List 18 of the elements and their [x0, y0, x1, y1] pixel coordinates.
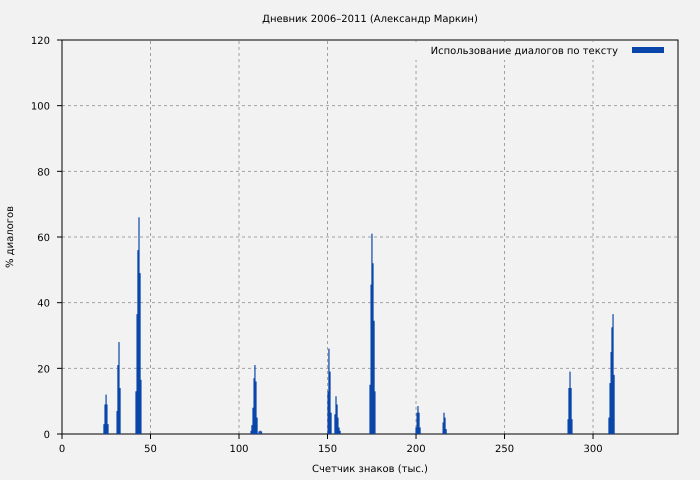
chart-title: Дневник 2006–2011 (Александр Маркин)	[262, 14, 478, 25]
x-tick-label: 200	[406, 444, 426, 455]
y-axis-title: % диалогов	[5, 206, 16, 268]
x-tick-label: 250	[494, 444, 514, 455]
y-tick-label: 60	[37, 233, 50, 244]
y-tick-label: 0	[44, 430, 50, 441]
x-tick-label: 300	[583, 444, 603, 455]
legend-label: Использование диалогов по тексту	[430, 46, 618, 57]
x-tick-label: 0	[58, 444, 66, 455]
y-tick-label: 40	[37, 298, 50, 310]
y-tick-label: 100	[30, 102, 50, 113]
x-tick-label: 100	[229, 444, 249, 455]
y-tick-label: 120	[30, 36, 50, 47]
y-tick-label: 20	[37, 364, 50, 376]
x-tick-label: 50	[144, 444, 157, 455]
x-axis-title: Счетчик знаков (тыс.)	[312, 464, 428, 475]
x-tick-label: 150	[318, 444, 338, 455]
y-tick-label: 80	[37, 167, 50, 178]
